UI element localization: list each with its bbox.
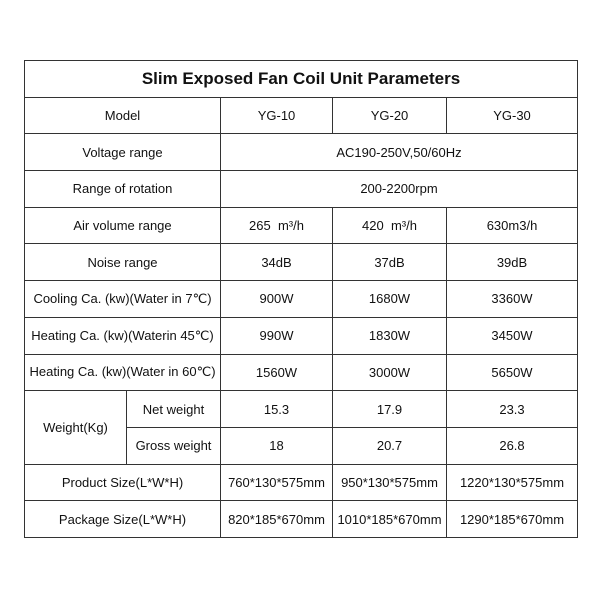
row: Air volume range 265 m³/h 420 m³/h 630m3/h xyxy=(24,206,578,245)
row: Noise range 34dB 37dB 39dB xyxy=(24,243,578,282)
row: Gross weight 18 20.7 26.8 xyxy=(25,426,578,465)
cell: 20.7 xyxy=(332,426,447,465)
row-label: Net weight xyxy=(126,390,221,428)
cell: 1830W xyxy=(332,316,447,355)
row-label: Gross weight xyxy=(126,426,221,465)
cell: 1220*130*575mm xyxy=(446,463,578,502)
cell: 26.8 xyxy=(446,426,578,465)
row-label: Heating Ca. (kw)(Waterin 45℃) xyxy=(24,316,221,355)
row: Cooling Ca. (kw)(Water in 7℃) 900W 1680W 33… xyxy=(24,280,578,318)
cell: 265 m³/h xyxy=(220,206,333,245)
row-label: Heating Ca. (kw)(Water in 60℃) xyxy=(24,353,221,392)
cell: 34dB xyxy=(220,243,333,282)
row-label: Package Size(L*W*H) xyxy=(24,500,221,538)
cell: 200-2200rpm xyxy=(220,170,578,208)
table-title: Slim Exposed Fan Coil Unit Parameters xyxy=(24,60,578,98)
spec-table: Slim Exposed Fan Coil Unit Parameters Mo… xyxy=(24,60,578,538)
title-row: Slim Exposed Fan Coil Unit Parameters xyxy=(24,60,578,98)
cell: 990W xyxy=(220,316,333,355)
header-cell: YG-30 xyxy=(446,96,578,135)
cell: 39dB xyxy=(446,243,578,282)
row-label: Cooling Ca. (kw)(Water in 7℃) xyxy=(24,280,221,318)
row: Heating Ca. (kw)(Waterin 45℃) 990W 1830W 34… xyxy=(24,316,578,355)
cell: 420 m³/h xyxy=(332,206,447,245)
cell: AC190-250V,50/60Hz xyxy=(220,133,578,172)
row-label: Air volume range xyxy=(24,206,221,245)
header-cell: YG-20 xyxy=(332,96,447,135)
row: Package Size(L*W*H) 820*185*670mm 1010*185… xyxy=(24,500,578,538)
cell: 950*130*575mm xyxy=(332,463,447,502)
cell: 15.3 xyxy=(220,390,333,428)
cell: 1010*185*670mm xyxy=(332,500,447,538)
row-label: Noise range xyxy=(24,243,221,282)
row: Heating Ca. (kw)(Water in 60℃) 1560W 3000W… xyxy=(24,353,578,392)
row-label: Voltage range xyxy=(24,133,221,172)
row-label: Product Size(L*W*H) xyxy=(24,463,221,502)
row: Product Size(L*W*H) 760*130*575mm 950*130*… xyxy=(24,463,578,502)
header-cell: YG-10 xyxy=(220,96,333,135)
cell: 760*130*575mm xyxy=(220,463,333,502)
header-cell: Model xyxy=(24,96,221,135)
cell: 1560W xyxy=(220,353,333,392)
cell: 17.9 xyxy=(332,390,447,428)
cell: 37dB xyxy=(332,243,447,282)
cell: 3450W xyxy=(446,316,578,355)
cell: 3360W xyxy=(446,280,578,318)
row: Range of rotation 200-2200rpm xyxy=(24,170,578,208)
cell: 23.3 xyxy=(446,390,578,428)
cell: 900W xyxy=(220,280,333,318)
cell: 5650W xyxy=(446,353,578,392)
cell: 1680W xyxy=(332,280,447,318)
cell: 1290*185*670mm xyxy=(446,500,578,538)
cell: 3000W xyxy=(332,353,447,392)
group-label: Weight(Kg) xyxy=(24,390,127,465)
row-label: Range of rotation xyxy=(24,170,221,208)
row: Weight(Kg) Net weight 15.3 17.9 23.3 xyxy=(24,390,578,465)
cell: 630m3/h xyxy=(446,206,578,245)
cell: 18 xyxy=(220,426,333,465)
header-row: Model YG-10 YG-20 YG-30 xyxy=(24,96,578,135)
cell: 820*185*670mm xyxy=(220,500,333,538)
row: Voltage range AC190-250V,50/60Hz xyxy=(24,133,578,172)
